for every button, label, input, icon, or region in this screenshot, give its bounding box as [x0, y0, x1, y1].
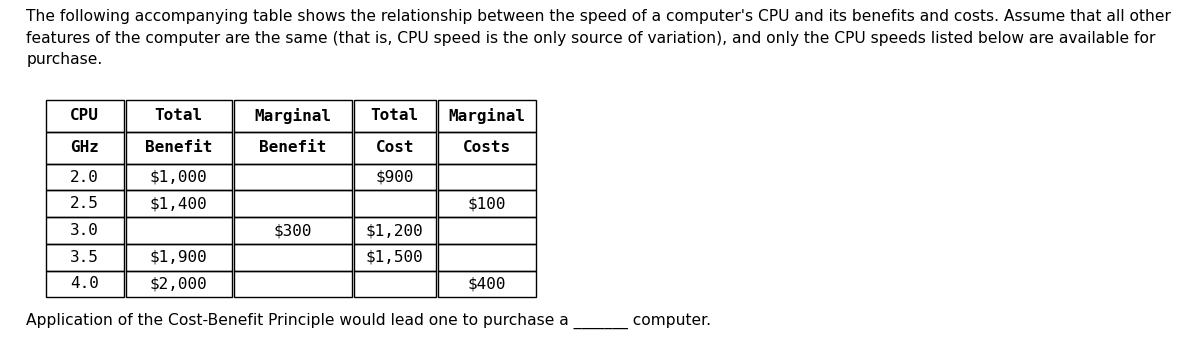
Text: $400: $400 — [468, 276, 506, 292]
Text: Total: Total — [371, 108, 419, 123]
Bar — [126, 190, 232, 217]
Bar — [46, 190, 124, 217]
Text: $2,000: $2,000 — [150, 276, 208, 292]
Text: 2.5: 2.5 — [70, 196, 100, 211]
Text: Application of the Cost-Benefit Principle would lead one to purchase a _______ c: Application of the Cost-Benefit Principl… — [26, 313, 712, 330]
Text: $900: $900 — [376, 169, 414, 185]
Bar — [438, 100, 536, 132]
Text: $1,000: $1,000 — [150, 169, 208, 185]
Bar — [126, 244, 232, 271]
Text: 4.0: 4.0 — [70, 276, 100, 292]
Text: 2.0: 2.0 — [70, 169, 100, 185]
Text: Benefit: Benefit — [145, 140, 212, 155]
Bar — [234, 132, 352, 164]
Bar — [354, 244, 436, 271]
Bar — [126, 132, 232, 164]
Bar — [438, 271, 536, 297]
Bar — [234, 244, 352, 271]
Text: 3.0: 3.0 — [70, 223, 100, 238]
Bar — [46, 100, 124, 132]
Bar — [234, 190, 352, 217]
Text: $1,900: $1,900 — [150, 250, 208, 265]
Bar — [438, 164, 536, 190]
Text: $300: $300 — [274, 223, 312, 238]
Bar — [354, 190, 436, 217]
Bar — [46, 164, 124, 190]
Text: 3.5: 3.5 — [70, 250, 100, 265]
Text: $1,400: $1,400 — [150, 196, 208, 211]
Bar — [354, 217, 436, 244]
Bar — [46, 271, 124, 297]
Bar — [126, 164, 232, 190]
Bar — [438, 244, 536, 271]
Text: Costs: Costs — [463, 140, 511, 155]
Text: Benefit: Benefit — [259, 140, 326, 155]
Text: Marginal: Marginal — [449, 108, 526, 124]
Bar — [126, 271, 232, 297]
Text: Total: Total — [155, 108, 203, 123]
Bar — [354, 271, 436, 297]
Text: Marginal: Marginal — [254, 108, 331, 124]
Bar — [46, 217, 124, 244]
Text: Cost: Cost — [376, 140, 414, 155]
Text: $1,500: $1,500 — [366, 250, 424, 265]
Text: CPU: CPU — [70, 108, 100, 123]
Bar — [354, 132, 436, 164]
Bar — [234, 271, 352, 297]
Text: $1,200: $1,200 — [366, 223, 424, 238]
Text: $100: $100 — [468, 196, 506, 211]
Bar — [438, 190, 536, 217]
Bar — [438, 132, 536, 164]
Bar — [234, 217, 352, 244]
Bar — [126, 100, 232, 132]
Bar — [354, 164, 436, 190]
Bar — [234, 164, 352, 190]
Bar — [126, 217, 232, 244]
Bar — [46, 244, 124, 271]
Bar — [234, 100, 352, 132]
Text: The following accompanying table shows the relationship between the speed of a c: The following accompanying table shows t… — [26, 9, 1171, 67]
Text: GHz: GHz — [70, 140, 100, 155]
Bar — [46, 132, 124, 164]
Bar — [438, 217, 536, 244]
Bar — [354, 100, 436, 132]
